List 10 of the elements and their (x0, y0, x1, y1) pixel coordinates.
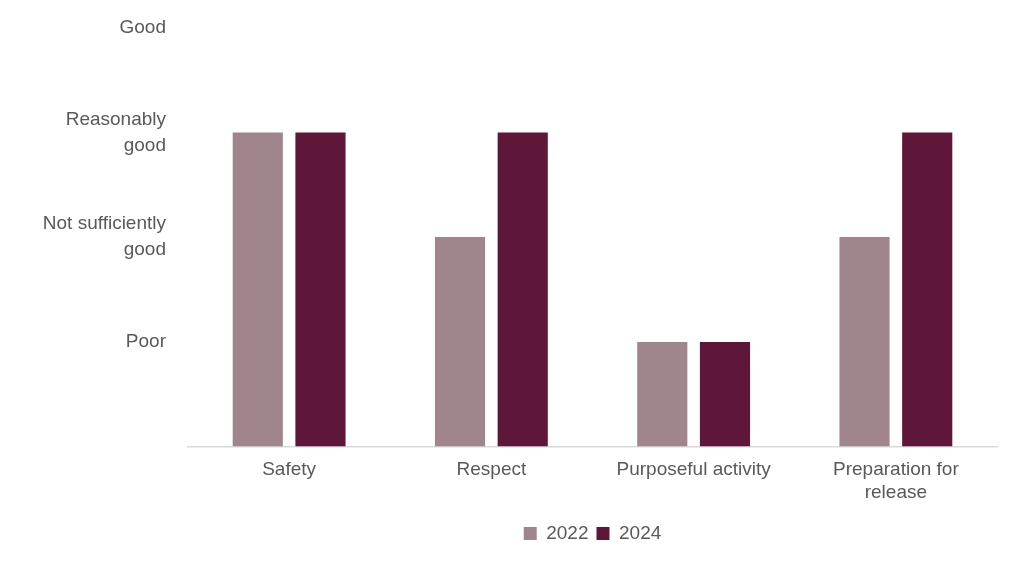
x-tick-label: Purposeful activity (616, 458, 772, 480)
text: Reasonably good (65, 107, 167, 155)
legend-label: 2022 (546, 521, 589, 543)
text: Poor (125, 330, 167, 352)
text: Not sufficiently good (42, 212, 167, 260)
x-tick-label: Safety (262, 458, 317, 480)
text: Good (119, 16, 166, 38)
legend-label: 2024 (619, 521, 662, 543)
x-tick-label: Preparation for release (833, 458, 960, 502)
x-tick-label: Respect (456, 458, 527, 480)
